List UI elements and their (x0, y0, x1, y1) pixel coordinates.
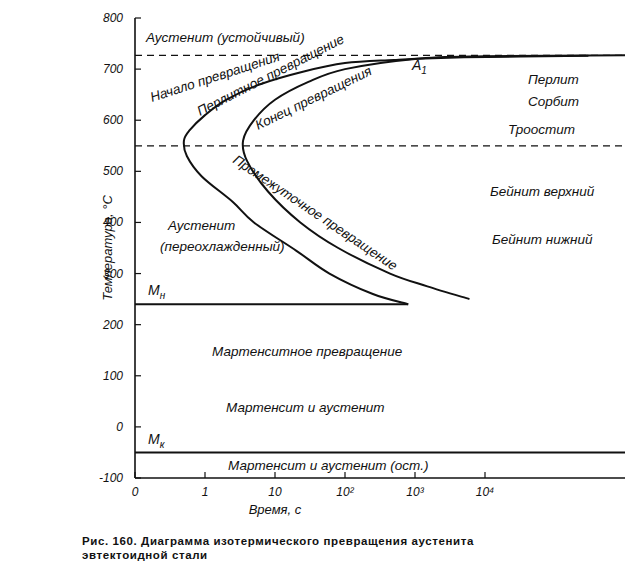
reference-label-sub: н (160, 290, 166, 301)
annotation: (переохлажденный) (160, 239, 285, 254)
reference-line (135, 451, 625, 453)
y-tick-label: 800 (103, 11, 123, 25)
y-tick (135, 477, 141, 478)
y-tick-label: 500 (103, 164, 123, 178)
curve (243, 55, 625, 299)
reference-line (135, 145, 625, 146)
annotation: Мартенсит и аустенит (ост.) (228, 458, 428, 473)
y-tick (135, 375, 141, 376)
annotation: Аустенит (устойчивый) (145, 30, 305, 45)
reference-label-sub: к (160, 439, 166, 450)
y-tick (135, 222, 141, 223)
y-axis-label: Температура, °С (100, 195, 115, 301)
x-tick (204, 472, 205, 478)
y-tick (135, 120, 141, 121)
y-tick (135, 324, 141, 325)
y-tick (135, 17, 141, 18)
reference-line (135, 303, 408, 305)
annotation: Троостит (508, 122, 575, 137)
y-tick-label: 100 (103, 369, 123, 383)
x-axis-label: Время, с (249, 502, 302, 517)
y-tick (135, 426, 141, 427)
y-tick-label: 200 (102, 318, 123, 332)
reference-label: A1 (411, 57, 427, 76)
x-tick (484, 472, 485, 478)
annotation: Перлитное превращение (195, 31, 347, 118)
y-tick-label: 700 (103, 62, 123, 76)
chart: -1000100200300400500600700800011010²10³1… (0, 0, 641, 566)
x-tick-label: 10⁴ (476, 485, 495, 499)
annotation: Бейнит верхний (490, 184, 595, 199)
x-tick-label: 10² (336, 485, 354, 499)
y-tick-label: -100 (99, 471, 123, 485)
caption: эвтектоидной стали (82, 549, 208, 561)
annotation: Сорбит (528, 94, 579, 109)
reference-label: Mк (148, 431, 166, 450)
reference-label: Mн (148, 282, 166, 301)
annotation: Бейнит нижний (492, 232, 593, 247)
x-tick-label: 0 (132, 485, 139, 499)
x-tick (134, 472, 135, 478)
annotation: Промежуточное превращение (230, 152, 400, 273)
y-axis (134, 18, 136, 478)
y-tick (135, 171, 141, 172)
reference-label-sub: 1 (421, 65, 427, 76)
annotation: Аустенит (167, 218, 235, 233)
y-tick-label: 0 (116, 420, 123, 434)
annotation: Перлит (528, 72, 579, 87)
caption: Рис. 160. Диаграмма изотермического прев… (82, 535, 474, 547)
x-tick-label: 10³ (406, 485, 424, 499)
x-axis (135, 477, 625, 479)
y-tick (135, 69, 141, 70)
annotation: Мартенсит и аустенит (226, 400, 385, 415)
x-tick-label: 10 (268, 485, 282, 499)
annotation: Мартенситное превращение (212, 344, 402, 359)
y-tick-label: 600 (103, 113, 123, 127)
x-tick-label: 1 (202, 485, 209, 499)
y-tick (135, 273, 141, 274)
